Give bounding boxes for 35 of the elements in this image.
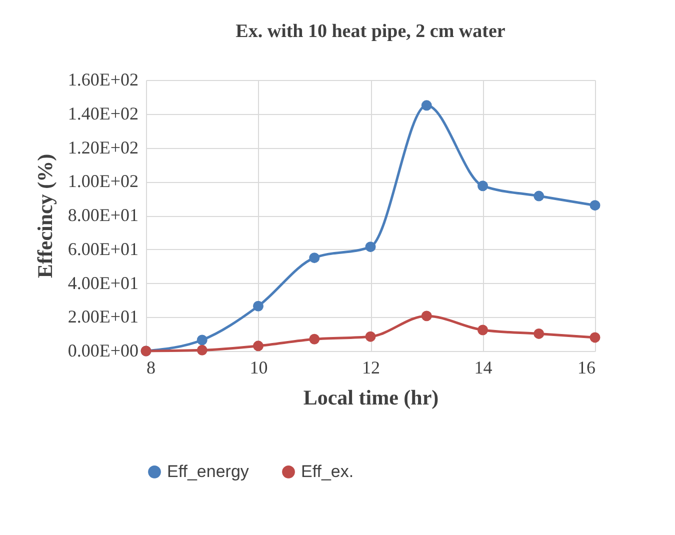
y-tick-label: 8.00E+01: [68, 205, 138, 225]
y-tick-label: 1.60E+02: [68, 70, 138, 90]
legend-label: Eff_ex.: [301, 462, 354, 481]
point: [421, 310, 432, 322]
y-axis-title: Effecincy (%): [32, 154, 57, 278]
point: [534, 190, 544, 202]
point: [365, 331, 376, 342]
point: [309, 252, 320, 264]
x-tick-label: 12: [362, 358, 380, 378]
y-tick-label: 1.40E+02: [68, 103, 138, 124]
point: [253, 300, 264, 312]
point: [590, 200, 600, 211]
chart-title: Ex. with 10 heat pipe, 2 cm water: [236, 21, 506, 42]
x-tick-label: 14: [474, 358, 492, 378]
x-tick-label: 10: [250, 358, 268, 378]
point: [478, 324, 488, 336]
y-tick-label: 1.20E+02: [68, 137, 138, 158]
point: [478, 180, 488, 192]
point: [196, 344, 208, 356]
point: [365, 242, 376, 252]
x-axis-title: Local time (hr): [303, 386, 439, 410]
x-tick-label: 16: [578, 358, 596, 378]
point: [196, 334, 208, 346]
point: [421, 100, 432, 111]
y-tick-label: 4.00E+01: [68, 272, 138, 293]
x-tick-label: 8: [146, 358, 156, 378]
y-tick-label: 0.00E+00: [68, 340, 138, 360]
point: [309, 334, 320, 344]
y-tick-label: 1.00E+02: [68, 171, 138, 192]
legend-label: Eff_energy: [167, 462, 250, 481]
y-tick-label: 6.00E+01: [68, 238, 138, 259]
point: [534, 328, 544, 339]
y-tick-label: 2.00E+01: [68, 306, 138, 327]
point: [590, 332, 600, 343]
point: [253, 340, 264, 352]
